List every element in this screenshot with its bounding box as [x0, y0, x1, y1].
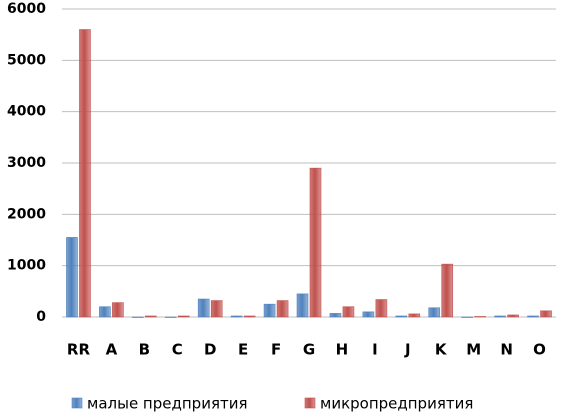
bar — [296, 293, 309, 318]
bar — [329, 313, 342, 318]
x-tick-label: G — [303, 341, 315, 359]
bar — [210, 300, 223, 318]
y-tick-label: 3000 — [7, 155, 46, 171]
x-tick-label: C — [172, 341, 183, 359]
bar — [428, 307, 441, 318]
x-tick-label: I — [372, 341, 378, 359]
x-tick-label: H — [336, 341, 349, 359]
bar — [230, 315, 243, 318]
x-tick-label: RR — [67, 341, 91, 359]
bar — [507, 314, 519, 318]
bar — [66, 237, 78, 318]
y-tick-label: 0 — [36, 309, 46, 325]
bar — [164, 316, 177, 318]
x-tick-label: B — [139, 341, 150, 359]
bar — [527, 315, 539, 318]
bar — [276, 300, 289, 318]
bar — [197, 298, 210, 318]
legend-swatch — [304, 397, 316, 409]
y-tick-label: 4000 — [7, 104, 46, 120]
bar — [132, 316, 144, 318]
bar — [99, 306, 111, 318]
bar — [474, 316, 486, 318]
bar — [540, 310, 552, 318]
bar — [494, 315, 506, 318]
x-tick-label: E — [238, 341, 248, 359]
bar — [408, 313, 421, 318]
bar — [375, 299, 388, 318]
bar — [243, 315, 256, 318]
x-tick-label: N — [500, 341, 513, 359]
x-tick-label: M — [466, 341, 481, 359]
bar — [395, 315, 408, 318]
bar — [79, 29, 91, 318]
bar — [461, 316, 473, 318]
bar — [177, 315, 190, 318]
legend-label: малые предприятия — [87, 395, 247, 413]
x-tick-label: K — [435, 341, 448, 359]
bar — [362, 311, 375, 318]
bar — [112, 302, 124, 318]
bar — [263, 303, 276, 318]
y-tick-label: 6000 — [7, 1, 46, 17]
x-tick-label: D — [204, 341, 216, 359]
bar — [309, 167, 322, 318]
y-tick-label: 5000 — [7, 52, 46, 68]
legend-label: микропредприятия — [320, 395, 473, 413]
y-tick-label: 1000 — [7, 258, 46, 274]
y-tick-label: 2000 — [7, 206, 46, 222]
bar — [342, 306, 355, 318]
x-tick-label: J — [404, 341, 411, 359]
bar — [145, 315, 157, 318]
x-tick-label: F — [271, 341, 281, 359]
legend-swatch — [71, 397, 83, 409]
x-tick-label: A — [106, 341, 118, 359]
x-tick-label: O — [533, 341, 546, 359]
bar — [441, 263, 454, 318]
